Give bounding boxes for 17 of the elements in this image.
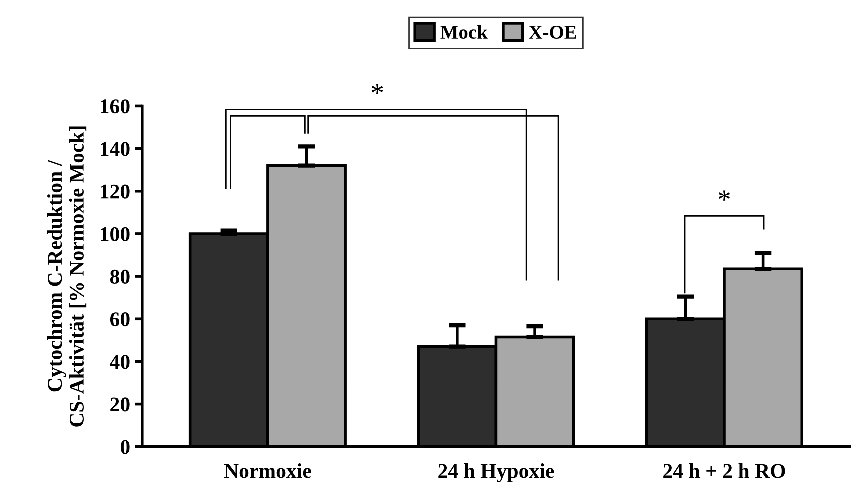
y-axis-title: Cytochrom C-Reduktion / CS-Aktivität [% Normoxie Mock]	[47, 126, 87, 427]
y-tick-label: 100	[101, 227, 130, 242]
y-tick-label: 80	[110, 270, 130, 284]
legend-label: Mock	[440, 25, 488, 40]
y-tick-label: 0	[120, 440, 130, 454]
y-tick-label: 140	[101, 142, 130, 156]
x-tick-label: 24 h Hypoxie	[438, 464, 554, 483]
x-tick-label: Normoxie	[224, 464, 312, 478]
y-tick-label: 160	[101, 100, 130, 114]
y-tick-label: 20	[110, 398, 130, 412]
text: *	[372, 84, 384, 94]
annotation: *	[718, 190, 730, 201]
y-tick-label: 120	[101, 184, 130, 199]
legend-label: X-OE	[529, 26, 576, 40]
y-tick-label: 40	[110, 355, 130, 370]
x-tick-label: 24 h + 2 h RO	[664, 464, 786, 478]
y-tick-label: 60	[110, 312, 130, 327]
